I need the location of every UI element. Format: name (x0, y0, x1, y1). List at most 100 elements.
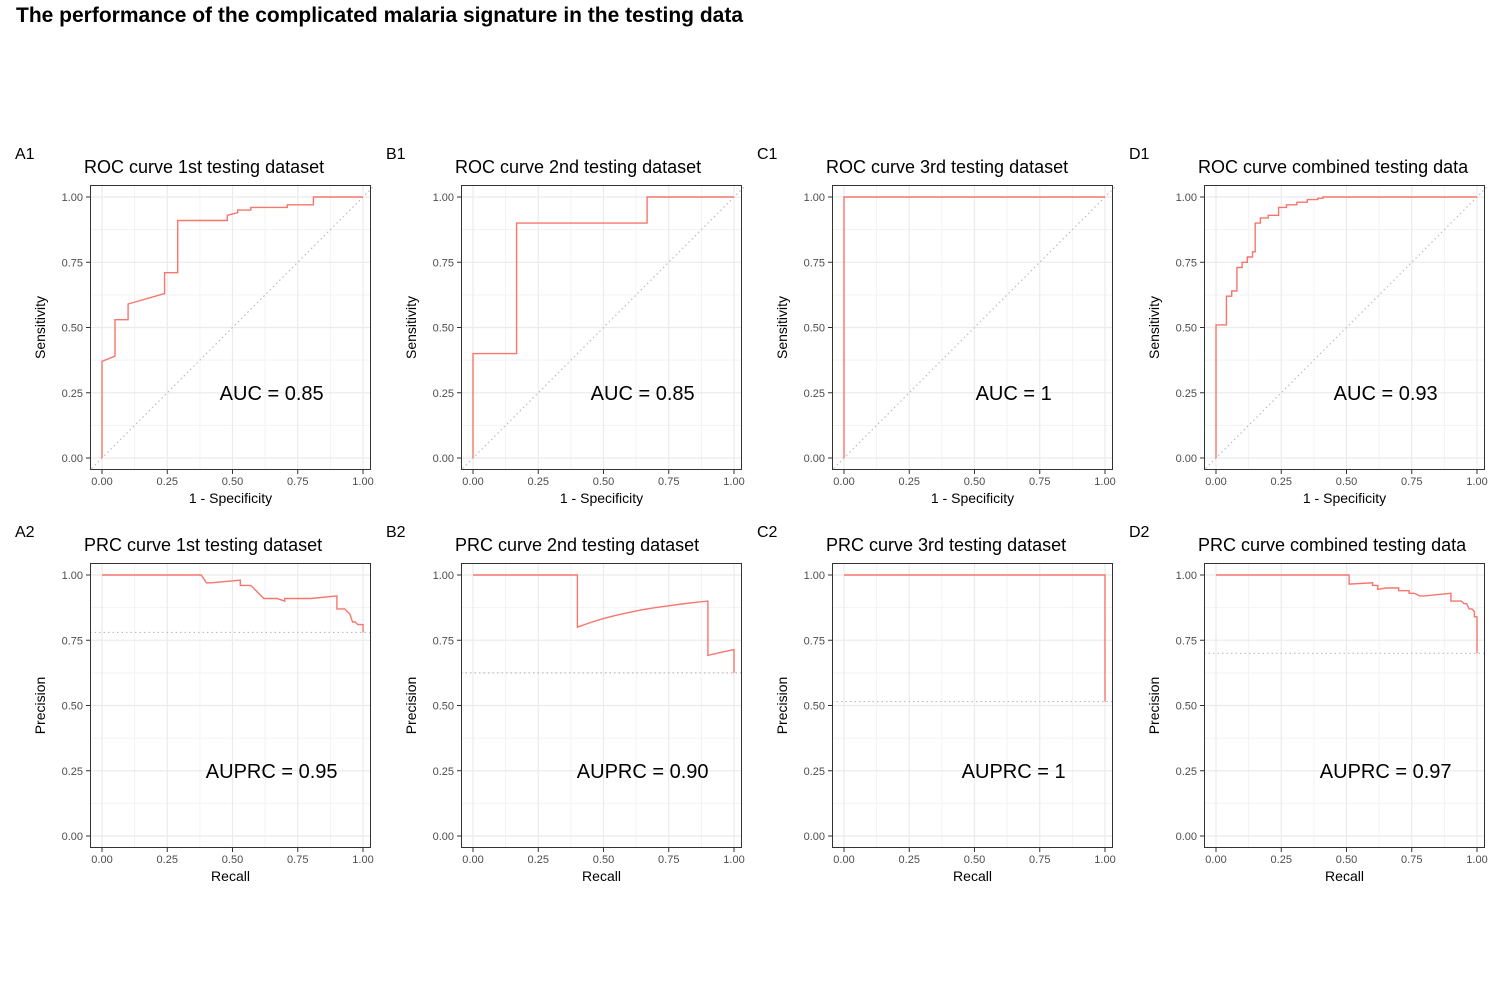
panel-tag: C1 (757, 146, 778, 163)
x-tick-label: 0.25 (528, 854, 549, 866)
x-tick-label: 0.00 (833, 476, 854, 488)
x-tick-label: 1.00 (1466, 476, 1487, 488)
y-tick-label: 1.00 (62, 192, 83, 204)
y-tick-label: 0.50 (62, 701, 83, 713)
y-axis-label: Sensitivity (774, 296, 790, 359)
y-axis-label: Sensitivity (32, 296, 48, 359)
x-tick-label: 0.75 (287, 476, 308, 488)
y-tick-label: 0.75 (433, 635, 454, 647)
x-axis-label: 1 - Specificity (931, 490, 1014, 506)
panel-title: ROC curve combined testing data (1198, 157, 1469, 177)
y-tick-label: 1.00 (804, 192, 825, 204)
y-tick-label: 0.00 (804, 831, 825, 843)
x-tick-label: 1.00 (1466, 854, 1487, 866)
panel-tag: A1 (15, 146, 35, 163)
x-tick-label: 0.00 (462, 476, 483, 488)
y-tick-label: 1.00 (1176, 192, 1197, 204)
y-tick-label: 0.00 (433, 453, 454, 465)
panel-title: ROC curve 1st testing dataset (84, 157, 324, 177)
panel-title: ROC curve 3rd testing dataset (826, 157, 1068, 177)
x-tick-label: 0.50 (964, 854, 985, 866)
chart-panel-a1: 0.00 0.25 0.50 0.75 1.00 0.00 0.25 0.50 0.75 1.00… (15, 146, 374, 506)
chart-panel-d1: 0.00 0.25 0.50 0.75 1.00 0.00 0.25 0.50 0.75 1.00… (1129, 146, 1488, 506)
y-tick-label: 0.25 (804, 766, 825, 778)
chart-panel-b1: 0.00 0.25 0.50 0.75 1.00 0.00 0.25 0.50 0.75 1.00… (386, 146, 745, 506)
x-axis-label: Recall (1325, 868, 1364, 884)
y-tick-label: 0.75 (62, 257, 83, 269)
x-tick-label: 0.25 (1271, 476, 1292, 488)
x-tick-label: 0.75 (658, 854, 679, 866)
metric-annotation: AUPRC = 0.97 (1320, 761, 1452, 783)
y-axis-label: Precision (32, 677, 48, 735)
y-tick-label: 0.75 (804, 257, 825, 269)
x-tick-label: 0.50 (964, 476, 985, 488)
metric-annotation: AUC = 0.85 (591, 383, 695, 405)
metric-annotation: AUC = 1 (976, 383, 1052, 405)
x-tick-label: 0.25 (899, 476, 920, 488)
y-tick-label: 0.25 (1176, 766, 1197, 778)
panel-tag: C2 (757, 524, 778, 541)
x-tick-label: 0.50 (593, 476, 614, 488)
x-tick-label: 0.50 (1336, 854, 1357, 866)
panel-tag: B1 (386, 146, 406, 163)
x-tick-label: 0.00 (91, 476, 112, 488)
y-tick-label: 0.00 (433, 831, 454, 843)
series-line (844, 574, 1106, 702)
y-tick-label: 0.00 (804, 453, 825, 465)
x-axis-label: Recall (953, 868, 992, 884)
y-tick-label: 0.00 (1176, 453, 1197, 465)
y-tick-label: 1.00 (433, 192, 454, 204)
y-tick-label: 0.25 (62, 766, 83, 778)
y-tick-label: 0.75 (433, 257, 454, 269)
x-tick-label: 0.25 (157, 854, 178, 866)
y-tick-label: 0.50 (1176, 323, 1197, 335)
panel-border (832, 563, 1113, 848)
y-axis-label: Precision (1146, 677, 1162, 735)
series-line (101, 196, 363, 458)
panel-title: ROC curve 2nd testing dataset (455, 157, 701, 177)
panel-tag: B2 (386, 524, 406, 541)
x-tick-label: 0.00 (462, 854, 483, 866)
panel-tag: D2 (1129, 524, 1150, 541)
series-line (1215, 196, 1477, 458)
chart-panel-c2: 0.00 0.25 0.50 0.75 1.00 0.00 0.25 0.50 0.75 1.00… (757, 524, 1116, 884)
y-tick-label: 0.25 (433, 766, 454, 778)
panel-border (832, 185, 1113, 470)
x-tick-label: 1.00 (1094, 476, 1115, 488)
y-tick-label: 1.00 (1176, 570, 1197, 582)
series-line (1216, 574, 1478, 654)
y-tick-label: 0.50 (433, 323, 454, 335)
panel-border (1204, 563, 1485, 848)
reference-diagonal-line (833, 186, 1116, 469)
x-tick-label: 0.75 (658, 476, 679, 488)
x-tick-label: 0.00 (833, 854, 854, 866)
y-axis-label: Sensitivity (1146, 296, 1162, 359)
metric-annotation: AUPRC = 1 (962, 761, 1066, 783)
series-line (102, 574, 364, 633)
metric-annotation: AUC = 0.93 (1334, 383, 1438, 405)
y-tick-label: 1.00 (62, 570, 83, 582)
series-line (473, 574, 735, 673)
x-tick-label: 1.00 (723, 854, 744, 866)
reference-diagonal-line (91, 186, 374, 469)
x-axis-label: Recall (582, 868, 621, 884)
x-tick-label: 0.50 (1336, 476, 1357, 488)
x-tick-label: 0.75 (1029, 854, 1050, 866)
x-tick-label: 1.00 (352, 854, 373, 866)
x-axis-label: 1 - Specificity (1303, 490, 1386, 506)
y-tick-label: 0.50 (804, 701, 825, 713)
chart-panel-a2: 0.00 0.25 0.50 0.75 1.00 0.00 0.25 0.50 0.75 1.00… (15, 524, 374, 884)
x-tick-label: 0.75 (1401, 854, 1422, 866)
x-tick-label: 0.50 (593, 854, 614, 866)
y-tick-label: 0.25 (62, 388, 83, 400)
series-line (472, 196, 734, 458)
panel-border (461, 563, 742, 848)
y-tick-label: 0.25 (804, 388, 825, 400)
series-line (843, 196, 1105, 458)
x-tick-label: 1.00 (352, 476, 373, 488)
x-tick-label: 0.00 (91, 854, 112, 866)
panel-tag: D1 (1129, 146, 1150, 163)
y-tick-label: 0.75 (1176, 257, 1197, 269)
x-axis-label: 1 - Specificity (560, 490, 643, 506)
